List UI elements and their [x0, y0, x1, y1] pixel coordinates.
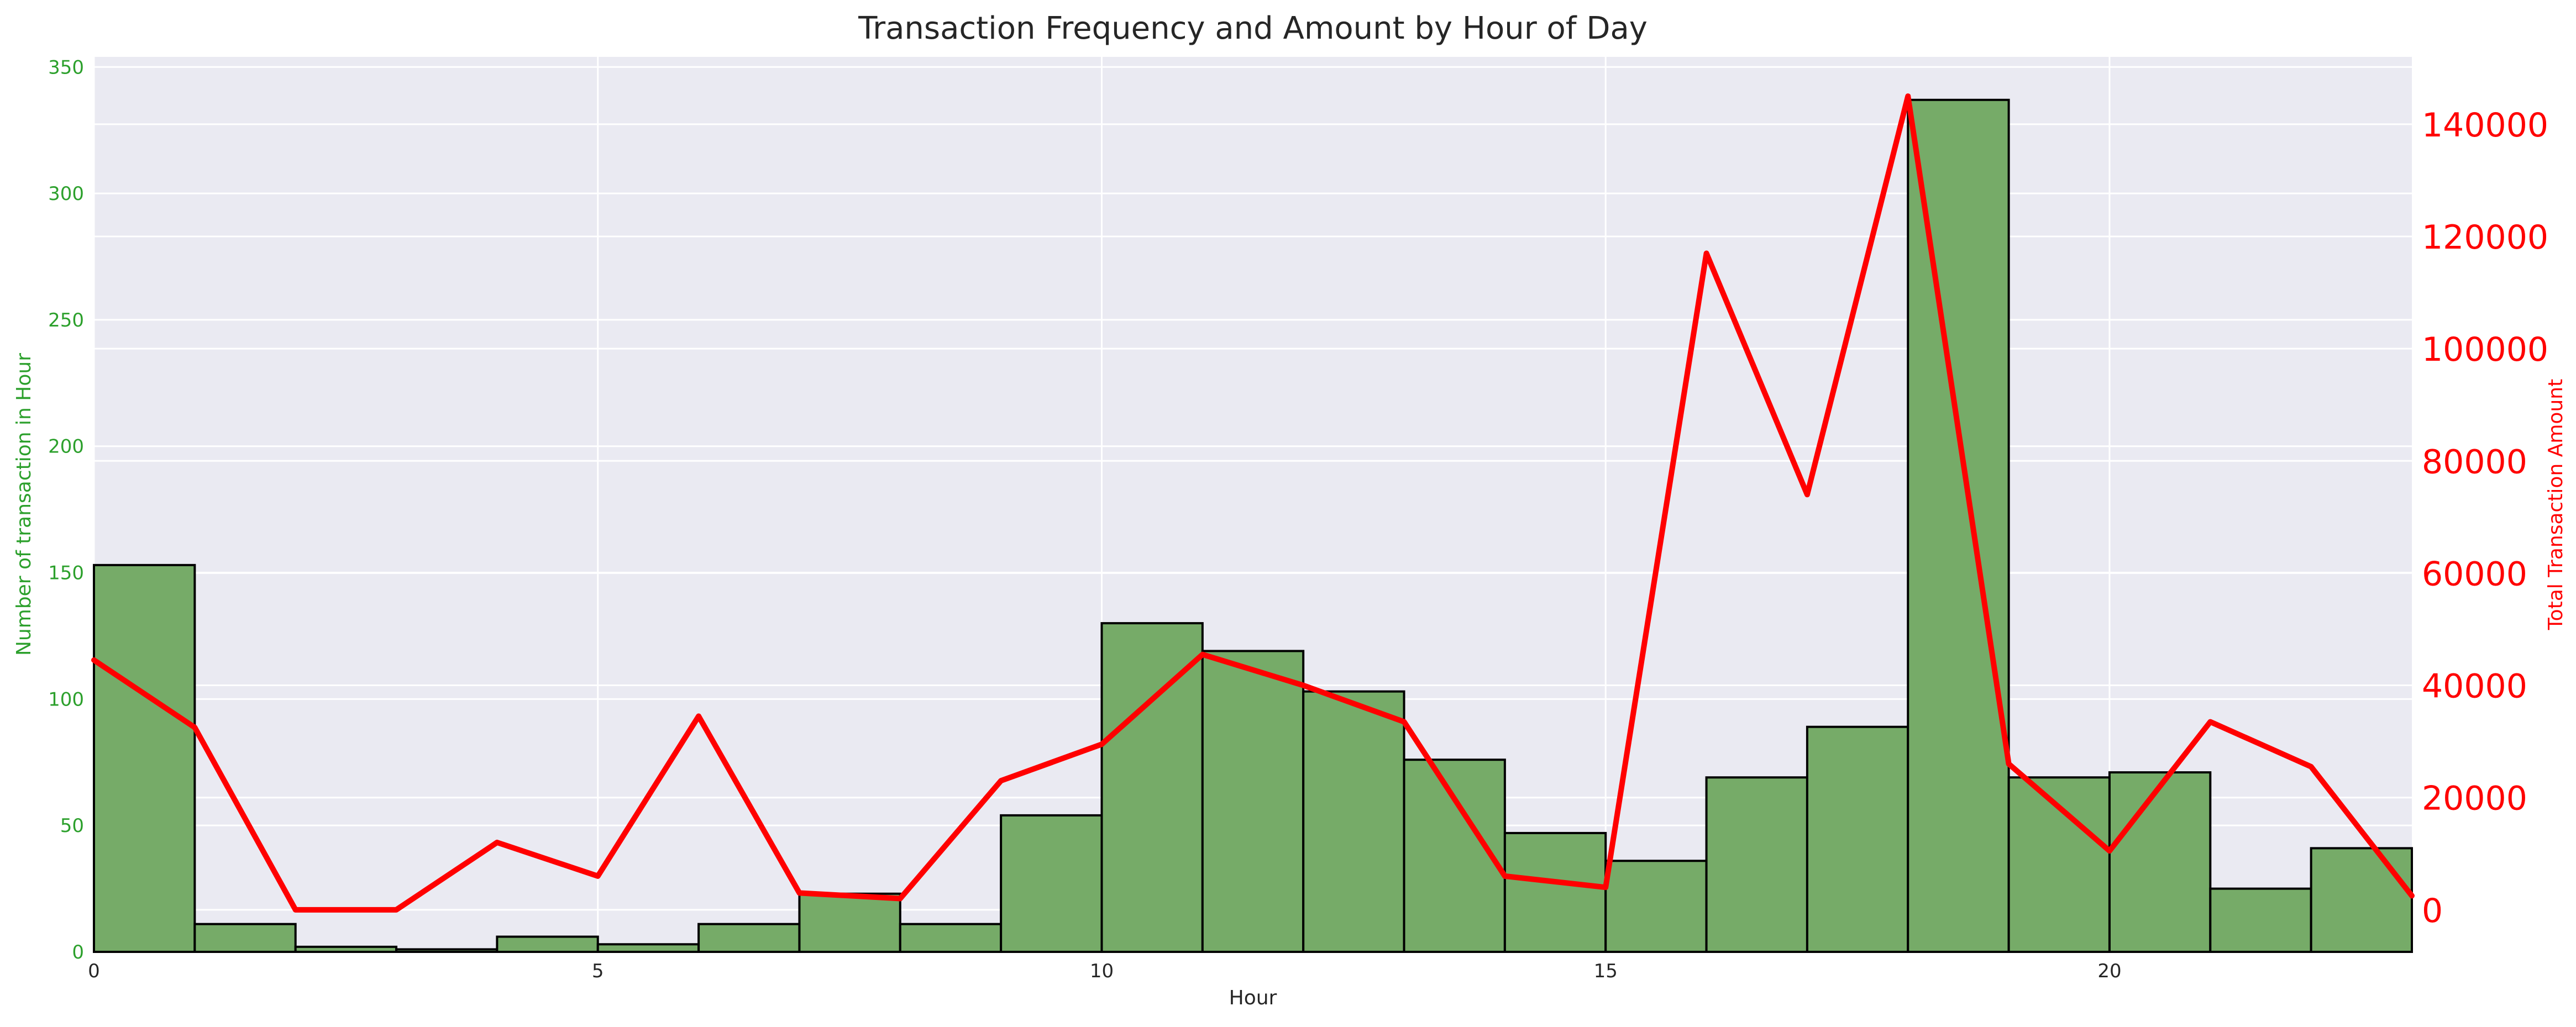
histogram-bar [2209, 887, 2312, 954]
left-y-tick-label: 0 [72, 941, 84, 963]
right-y-tick-label: 0 [2422, 892, 2443, 930]
left-y-tick-label: 200 [48, 436, 84, 458]
histogram-bar [1806, 725, 1909, 954]
left-y-axis-ticks: 0 50 100 150 200 250 300 350 [48, 56, 84, 963]
right-y-tick-label: 80000 [2422, 443, 2527, 481]
histogram-bar [1705, 776, 1808, 954]
histogram-bars [93, 98, 2414, 954]
histogram-bar [1100, 622, 1204, 953]
histogram-bar [2007, 776, 2111, 954]
right-y-tick-label: 100000 [2422, 330, 2548, 369]
histogram-bar [193, 923, 297, 953]
histogram-bar [395, 948, 499, 953]
right-y-axis-label: Total Transaction Amount [2544, 379, 2567, 630]
x-tick-label: 15 [1594, 960, 1618, 982]
histogram-bar [1503, 831, 1607, 954]
histogram-bar [1000, 814, 1103, 953]
amount-line [91, 93, 2415, 913]
right-y-axis-ticks: 0 20000 40000 60000 80000 100000 120000 140000 [2422, 106, 2548, 930]
left-y-tick-label: 150 [48, 562, 84, 584]
amount-line-series [91, 93, 2415, 913]
left-y-tick-label: 100 [48, 688, 84, 710]
histogram-bar [1302, 690, 1405, 953]
left-y-axis-label: Number of transaction in Hour [13, 353, 35, 656]
right-y-tick-label: 20000 [2422, 780, 2527, 818]
left-y-tick-label: 350 [48, 56, 84, 78]
x-axis-ticks: 0 5 10 15 20 [88, 960, 2121, 982]
histogram-bar [596, 943, 700, 954]
left-y-tick-label: 250 [48, 309, 84, 331]
right-y-tick-label: 60000 [2422, 555, 2527, 593]
left-y-tick-label: 50 [60, 815, 84, 837]
right-y-tick-label: 40000 [2422, 667, 2527, 706]
x-axis-label: Hour [1229, 987, 1277, 1009]
histogram-bar [496, 935, 599, 953]
histogram-bar [1907, 98, 2010, 953]
histogram-bar [1604, 860, 1708, 954]
histogram-bar [93, 563, 196, 953]
histogram-bar [798, 892, 901, 953]
right-y-tick-label: 120000 [2422, 218, 2548, 257]
left-y-tick-label: 300 [48, 183, 84, 205]
histogram-bar [1201, 650, 1305, 953]
right-y-tick-label: 140000 [2422, 106, 2548, 145]
chart-title: Transaction Frequency and Amount by Hour… [858, 10, 1648, 46]
x-tick-label: 20 [2097, 960, 2121, 982]
histogram-bar [2108, 771, 2212, 953]
x-tick-label: 0 [88, 960, 100, 982]
x-tick-label: 5 [592, 960, 604, 982]
histogram-bar [1403, 759, 1506, 953]
histogram-bar [2310, 847, 2414, 954]
histogram-bar [899, 923, 1003, 953]
x-tick-label: 10 [1090, 960, 1114, 982]
histogram-bar [294, 945, 398, 953]
histogram-bar [697, 923, 801, 953]
